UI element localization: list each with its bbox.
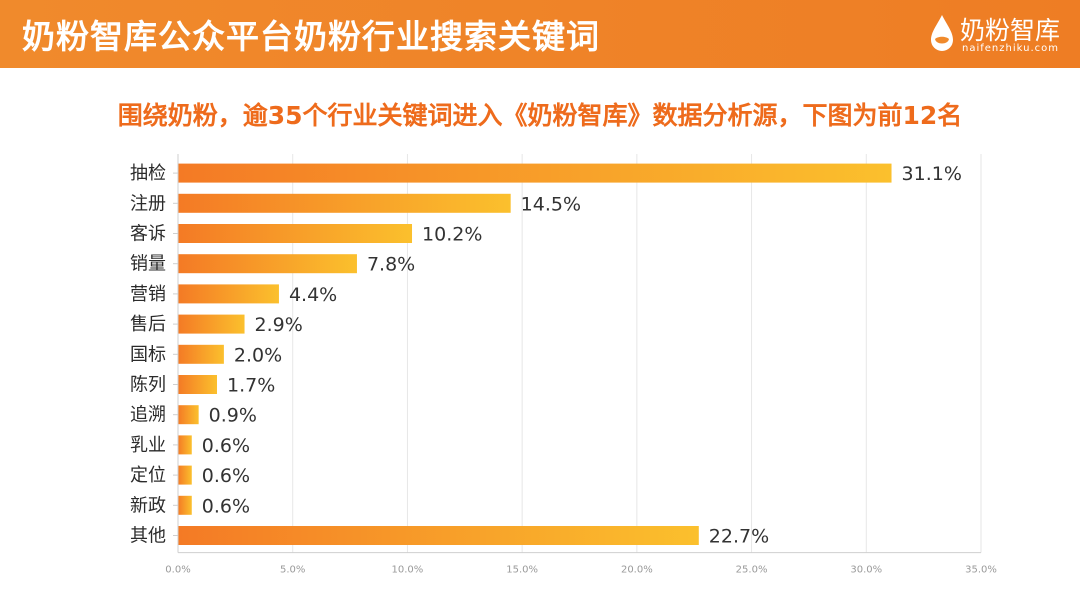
value-label: 0.6%: [202, 465, 250, 487]
bars: 31.1% 14.5% 10.2% 7.8% 4.4% 2.9% 2.0% 1.7% 0.9% 0…: [178, 163, 962, 548]
value-label: 0.6%: [202, 495, 250, 517]
bar-7: [178, 344, 224, 364]
header-banner: 奶粉智库公众平台奶粉行业搜索关键词 奶粉智库 naifenzhiku.com: [0, 0, 1080, 68]
bar-12: [178, 495, 192, 515]
bar-9: [178, 405, 199, 425]
gridlines: [292, 154, 982, 553]
x-tick-label: 30.0%: [850, 565, 882, 576]
category-label: 抽检: [130, 163, 166, 184]
x-tick-label: 15.0%: [506, 565, 538, 576]
category-label: 售后: [130, 314, 166, 335]
value-label: 4.4%: [289, 284, 337, 306]
x-tick-label: 20.0%: [621, 565, 653, 576]
brand-logo: 奶粉智库 naifenzhiku.com: [928, 11, 1061, 57]
value-label: 2.9%: [255, 314, 303, 336]
logo-url: naifenzhiku.com: [962, 43, 1059, 54]
bar-11: [178, 465, 192, 485]
bar-10: [178, 435, 192, 455]
category-label: 其他: [130, 526, 166, 547]
logo-name: 奶粉智库: [960, 16, 1061, 45]
value-label: 1.7%: [227, 375, 275, 397]
value-label: 22.7%: [709, 526, 769, 548]
category-label: 注册: [130, 193, 166, 214]
value-label: 2.0%: [234, 344, 282, 366]
chart-subtitle: 围绕奶粉，逾35个行业关键词进入《奶粉智库》数据分析源，下图为前12名: [117, 101, 963, 130]
value-label: 7.8%: [367, 254, 415, 276]
category-label: 定位: [130, 465, 166, 486]
category-label: 销量: [130, 254, 166, 275]
bar-chart: 31.1%14.5%10.2%7.8%4.4%2.9%2.0%1.7%0.9%0…: [130, 154, 997, 576]
x-tick-label: 10.0%: [392, 565, 424, 576]
bar-2: [178, 193, 511, 213]
bar-1: [178, 163, 892, 183]
category-label: 追溯: [130, 405, 166, 426]
value-label: 0.6%: [202, 435, 250, 457]
milk-drop-icon: [931, 15, 953, 51]
value-label: 31.1%: [902, 163, 962, 185]
x-tick-label: 35.0%: [965, 565, 997, 576]
category-label: 陈列: [130, 375, 166, 396]
category-label: 国标: [130, 344, 166, 365]
bar-4: [178, 254, 357, 274]
category-label: 乳业: [130, 435, 166, 456]
category-label: 客诉: [130, 224, 166, 245]
category-label: 新政: [130, 495, 166, 516]
x-tick-label: 25.0%: [736, 565, 768, 576]
bar-3: [178, 224, 413, 243]
x-axis: 0.0% 5.0% 10.0% 15.0% 20.0% 25.0% 30.0% 35.0% 抽检…: [130, 154, 997, 576]
bar-5: [178, 284, 279, 304]
bar-6: [178, 314, 245, 334]
x-tick-label: 0.0%: [165, 565, 190, 576]
x-tick-label: 5.0%: [280, 565, 305, 576]
page-title: 奶粉智库公众平台奶粉行业搜索关键词: [22, 17, 600, 56]
value-label: 10.2%: [422, 224, 482, 246]
category-label: 营销: [130, 284, 166, 305]
bar-13: [178, 526, 699, 545]
value-label: 14.5%: [521, 193, 581, 215]
bar-8: [178, 375, 218, 394]
value-label: 0.9%: [209, 405, 257, 427]
